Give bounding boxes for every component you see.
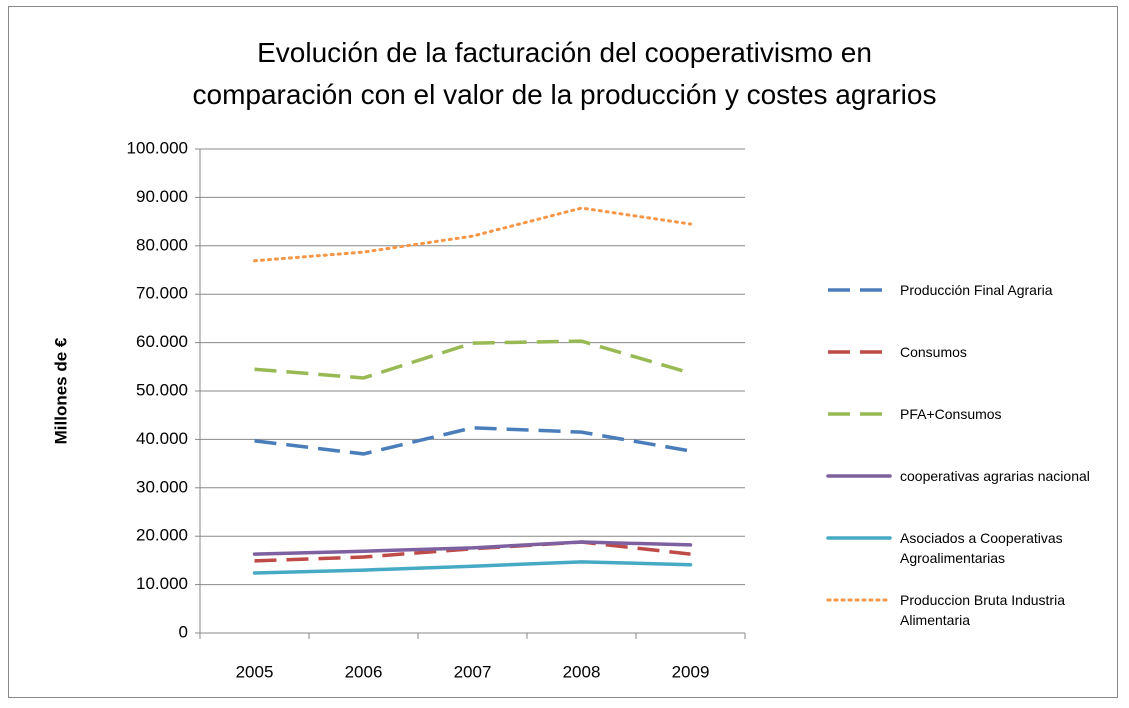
y-tick-label: 40.000 <box>136 429 188 448</box>
x-tick-label: 2006 <box>345 662 383 681</box>
series-line <box>254 339 691 380</box>
y-axis-label: Millones de € <box>51 337 70 444</box>
y-tick-label: 70.000 <box>136 284 188 303</box>
y-tick-label: 0 <box>179 622 188 641</box>
y-tick-label: 50.000 <box>136 380 188 399</box>
x-tick-label: 2007 <box>454 662 492 681</box>
series-line <box>252 560 693 575</box>
series-line <box>252 540 693 556</box>
y-tick-label: 100.000 <box>127 138 188 157</box>
legend-label: cooperativas agrarias nacional <box>900 468 1090 484</box>
x-tick-label: 2009 <box>672 662 710 681</box>
x-tick-label: 2008 <box>563 662 601 681</box>
series-line <box>254 540 691 563</box>
y-tick-label: 10.000 <box>136 574 188 593</box>
legend-label: Produccion Bruta Industria Alimentaria <box>900 592 1065 628</box>
x-tick-label: 2005 <box>236 662 274 681</box>
y-tick-label: 30.000 <box>136 477 188 496</box>
chart-frame <box>8 6 1118 698</box>
y-tick-label: 60.000 <box>136 332 188 351</box>
legend-label: Producción Final Agraria <box>900 282 1053 298</box>
y-tick-label: 20.000 <box>136 526 188 545</box>
y-tick-label: 80.000 <box>136 235 188 254</box>
legend-label: PFA+Consumos <box>900 406 1002 422</box>
chart-title: Evolución de la facturación del cooperat… <box>192 37 937 110</box>
series-line <box>253 206 692 263</box>
y-tick-label: 90.000 <box>136 187 188 206</box>
legend-label: Asociados a Cooperativas Agroalimentaria… <box>900 530 1063 566</box>
series-line <box>254 426 691 456</box>
legend-label: Consumos <box>900 344 967 360</box>
